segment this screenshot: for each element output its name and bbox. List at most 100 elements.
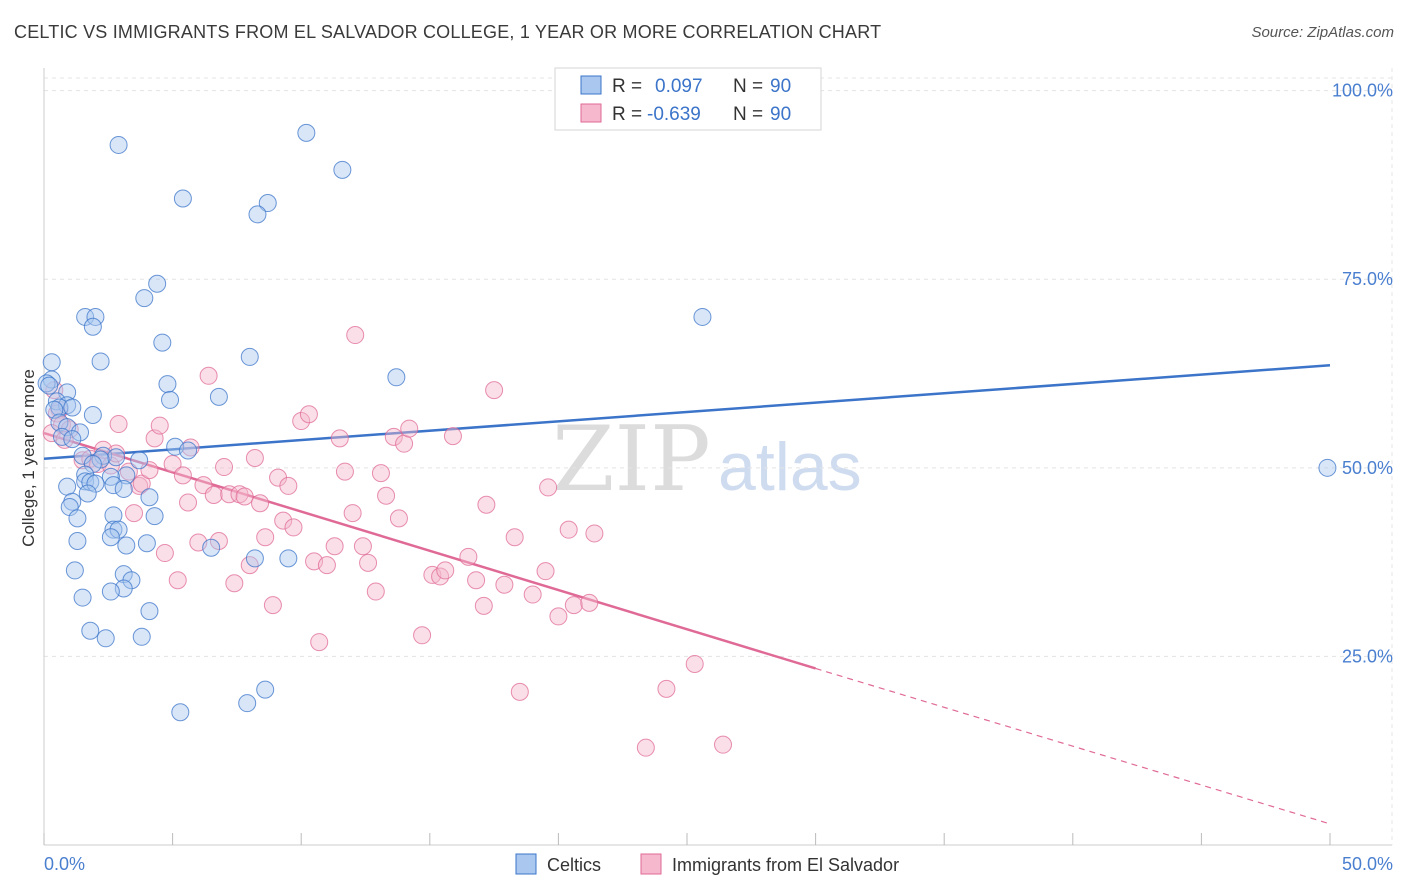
legend-swatch-salvador [640,853,662,875]
point-celtics [68,509,87,528]
x-tick-label-min: 0.0% [44,854,85,874]
point-el-salvador [431,567,450,586]
point-celtics [145,507,164,526]
legend: Celtics Immigrants from El Salvador [515,853,899,875]
point-celtics [107,448,126,467]
point-celtics [137,534,156,553]
point-el-salvador [474,596,493,615]
point-el-salvador [279,476,298,495]
point-el-salvador [359,553,378,572]
stats-n-label-salvador: N = [733,104,763,125]
y-tick-label: 25.0% [1342,646,1393,666]
point-celtics [161,390,180,409]
point-el-salvador [495,575,514,594]
legend-label-celtics: Celtics [547,855,601,875]
point-el-salvador [377,486,396,505]
stats-r-value-celtics: 0.097 [655,76,703,97]
point-el-salvador [263,596,282,615]
point-el-salvador [714,735,733,754]
point-celtics [333,160,352,179]
point-celtics [245,549,264,568]
point-el-salvador [209,531,228,550]
point-celtics [76,307,95,326]
point-celtics [96,629,115,648]
point-celtics [63,430,82,449]
point-el-salvador [251,494,270,513]
point-el-salvador [292,412,311,431]
point-el-salvador [580,593,599,612]
point-el-salvador [256,528,275,547]
point-celtics [104,476,123,495]
point-el-salvador [564,596,583,615]
point-celtics [153,333,172,352]
y-tick-label: 50.0% [1342,458,1393,478]
stats-swatch-salvador [580,103,602,123]
point-el-salvador [335,462,354,481]
stats-r-label-celtics: R = [612,76,642,97]
point-el-salvador [371,464,390,483]
point-celtics [117,536,136,555]
point-celtics [693,307,712,326]
point-el-salvador [366,582,385,601]
point-celtics [101,528,120,547]
point-el-salvador [199,366,218,385]
point-celtics [202,538,221,557]
point-el-salvador [179,493,198,512]
point-el-salvador [459,547,478,566]
stats-r-value-salvador: -0.639 [647,104,701,125]
x-tick-labels: 0.0% 50.0% [44,854,1393,874]
point-el-salvador [150,416,169,435]
point-celtics [158,375,177,394]
point-celtics [65,561,84,580]
point-el-salvador [467,571,486,590]
point-celtics [140,602,159,621]
point-el-salvador [585,524,604,543]
point-el-salvador [220,485,239,504]
point-el-salvador [384,427,403,446]
point-el-salvador [400,419,419,438]
point-celtics [40,376,59,395]
point-celtics [258,194,277,213]
point-celtics [78,484,97,503]
stats-n-value-salvador: 90 [770,104,791,125]
trend-line-el-salvador-extension [815,667,1331,825]
point-celtics [387,368,406,387]
point-el-salvador [155,544,174,563]
point-el-salvador [559,520,578,539]
trend-line-celtics [43,363,1331,461]
stats-n-value-celtics: 90 [770,76,791,97]
point-celtics [109,520,128,539]
point-el-salvador [245,449,264,468]
point-el-salvador [130,476,149,495]
point-el-salvador [485,381,504,400]
point-celtics [109,135,128,154]
point-el-salvador [168,571,187,590]
point-celtics [173,189,192,208]
point-el-salvador [685,654,704,673]
point-celtics [135,289,154,308]
point-celtics [148,274,167,293]
point-celtics [297,123,316,142]
point-el-salvador [225,574,244,593]
point-celtics [42,353,61,372]
point-celtics [171,703,190,722]
point-celtics [68,531,87,550]
point-el-salvador [299,405,318,424]
point-el-salvador [181,438,200,457]
y-axis-label: College, 1 year or more [19,369,38,547]
source-label: Source: ZipAtlas.com [1251,24,1394,41]
point-el-salvador [173,466,192,485]
point-el-salvador [389,509,408,528]
point-el-salvador [310,633,329,652]
y-tick-labels: 25.0% 50.0% 75.0% 100.0% [1332,81,1393,667]
x-tick-label-max: 50.0% [1342,854,1393,874]
point-el-salvador [539,478,558,497]
point-celtics [1318,458,1337,477]
legend-label-salvador: Immigrants from El Salvador [672,855,899,875]
stats-box: R = 0.097 N = 90 R = -0.639 N = 90 [554,67,822,131]
point-el-salvador [284,518,303,537]
point-celtics [81,621,100,640]
point-el-salvador [510,682,529,701]
point-celtics [63,398,82,417]
